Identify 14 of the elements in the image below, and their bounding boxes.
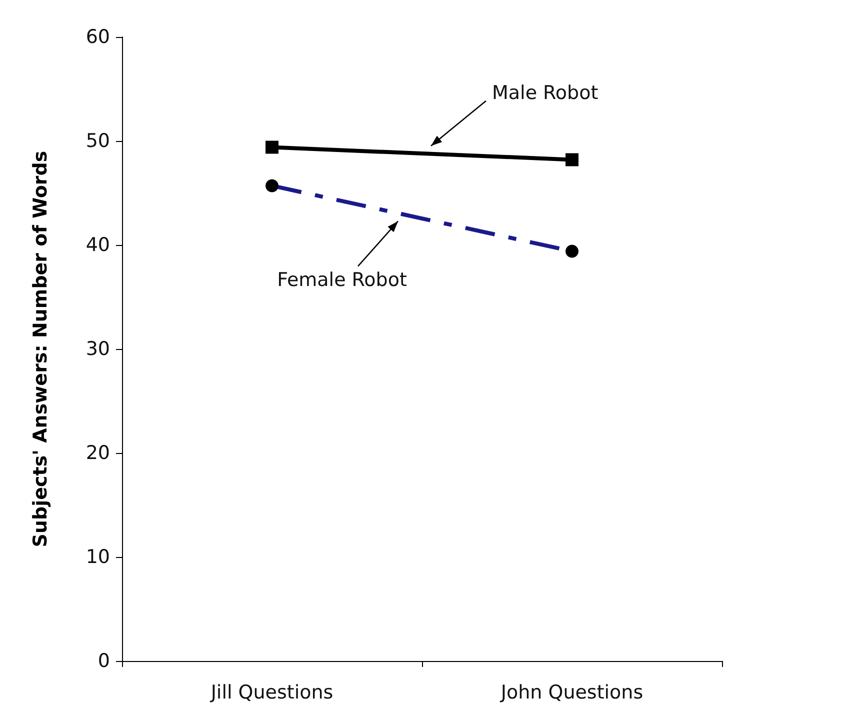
point bbox=[566, 153, 578, 166]
y-tick-label: 30 bbox=[86, 338, 110, 360]
y-tick-label: 60 bbox=[86, 26, 110, 48]
x-tick-label: John Questions bbox=[500, 682, 644, 704]
x-tick-label: Jill Questions bbox=[210, 682, 334, 704]
legend-label: Female Robot bbox=[277, 269, 407, 292]
y-tick-label: 40 bbox=[86, 234, 110, 256]
y-tick-label: 20 bbox=[86, 442, 110, 464]
y-axis-title: Subjects' Answers: Number of Words bbox=[30, 150, 52, 548]
y-tick-label: 50 bbox=[86, 130, 110, 152]
y-tick-label: 0 bbox=[98, 650, 110, 672]
text: Male Robot bbox=[492, 82, 598, 104]
point bbox=[266, 140, 278, 154]
y-tick-label: 10 bbox=[86, 546, 110, 568]
